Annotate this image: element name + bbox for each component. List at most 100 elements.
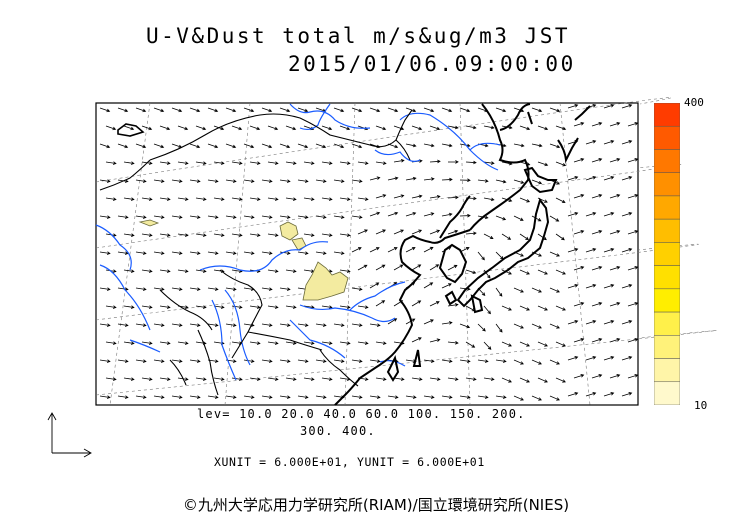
wind-vector bbox=[225, 179, 237, 183]
wind-vector bbox=[555, 197, 566, 204]
wind-vector bbox=[555, 305, 566, 311]
units-text: XUNIT = 6.000E+01, YUNIT = 6.000E+01 bbox=[214, 455, 485, 469]
wind-vector bbox=[387, 176, 399, 181]
wind-vector bbox=[573, 302, 585, 307]
wind-vector bbox=[303, 161, 315, 165]
wind-vector bbox=[159, 125, 171, 131]
colorbar-band bbox=[654, 265, 680, 290]
wind-vector bbox=[549, 107, 561, 113]
wind-vector bbox=[387, 395, 399, 399]
wind-vector bbox=[195, 161, 207, 165]
credit-text: ©九州大学応用力学研究所(RIAM)/国立環境研究所(NIES) bbox=[182, 496, 570, 514]
wind-vector bbox=[585, 248, 597, 253]
wind-vector bbox=[153, 107, 165, 113]
wind-vector bbox=[513, 359, 524, 365]
wind-vectors bbox=[99, 104, 639, 401]
wind-vector bbox=[243, 359, 255, 363]
colorbar-band bbox=[654, 381, 680, 405]
wind-vector bbox=[99, 107, 111, 113]
graticule bbox=[95, 97, 717, 406]
wind-vector bbox=[123, 197, 135, 201]
wind-vector bbox=[429, 195, 441, 199]
wind-vector bbox=[135, 215, 147, 219]
wind-vector bbox=[537, 233, 547, 241]
wind-vector bbox=[513, 215, 524, 221]
wind-vector bbox=[591, 302, 603, 307]
wind-vector bbox=[603, 356, 615, 361]
wind-vector bbox=[603, 104, 615, 109]
coastlines bbox=[117, 103, 591, 406]
wind-vector bbox=[249, 233, 261, 237]
wind-vector bbox=[621, 248, 633, 253]
wind-vector bbox=[513, 287, 524, 293]
wind-vector bbox=[591, 230, 603, 235]
wind-vector bbox=[279, 323, 291, 327]
wind-vector bbox=[519, 305, 530, 311]
wind-vector bbox=[153, 287, 165, 291]
wind-vector bbox=[609, 158, 621, 163]
wind-vector bbox=[339, 341, 351, 345]
wind-vector bbox=[501, 377, 512, 383]
wind-vector bbox=[135, 395, 147, 399]
wind-vector bbox=[495, 395, 507, 399]
wind-vector bbox=[303, 377, 315, 381]
wind-vector bbox=[549, 287, 560, 293]
wind-vector bbox=[177, 341, 189, 345]
wind-vector bbox=[375, 377, 387, 381]
wind-vector bbox=[621, 104, 633, 109]
wind-vector bbox=[321, 377, 333, 381]
wind-vector bbox=[321, 233, 333, 237]
wind-vector bbox=[351, 359, 363, 363]
wind-vector bbox=[375, 229, 386, 235]
wind-vector bbox=[537, 161, 549, 167]
wind-vector bbox=[261, 395, 273, 399]
wind-vector bbox=[429, 159, 441, 164]
wind-vector bbox=[573, 194, 585, 199]
wind-vector bbox=[117, 395, 129, 399]
wind-vector bbox=[627, 338, 639, 343]
wind-vector bbox=[225, 215, 237, 219]
wind-vector bbox=[339, 305, 351, 309]
wind-vector bbox=[411, 194, 423, 199]
wind-vector bbox=[195, 197, 207, 201]
wind-vector bbox=[519, 377, 530, 383]
wind-vector bbox=[99, 179, 111, 183]
colorbar-max-label: 400 bbox=[684, 96, 704, 109]
wind-vector bbox=[231, 233, 243, 237]
wind-vector bbox=[405, 107, 417, 113]
wind-vector bbox=[189, 395, 201, 399]
wind-vector bbox=[603, 284, 615, 289]
wind-vector bbox=[519, 125, 531, 131]
wind-vector bbox=[159, 377, 171, 381]
wind-vector bbox=[105, 377, 117, 381]
wind-vector bbox=[141, 269, 153, 273]
wind-vector bbox=[249, 377, 261, 381]
colorbar-band bbox=[654, 242, 680, 266]
levels-text-line2: 300. 400. bbox=[300, 424, 376, 438]
wind-vector bbox=[297, 323, 309, 327]
chart-title-line1: U-V&Dust total m/s&ug/m3 JST bbox=[146, 24, 571, 48]
wind-vector bbox=[231, 161, 243, 165]
wind-vector bbox=[171, 323, 183, 327]
wind-vector bbox=[393, 377, 405, 381]
wind-vector bbox=[567, 320, 579, 325]
wind-vector bbox=[573, 266, 585, 271]
wind-vector bbox=[351, 179, 363, 183]
wind-vector bbox=[501, 305, 512, 311]
wind-vector bbox=[171, 287, 183, 291]
wind-vector bbox=[351, 323, 363, 327]
wind-vector bbox=[483, 161, 495, 165]
wind-vector bbox=[213, 161, 225, 165]
wind-vector bbox=[117, 107, 129, 113]
colorbar bbox=[654, 103, 680, 405]
wind-vector bbox=[627, 266, 639, 271]
wind-vector bbox=[531, 359, 542, 365]
wind-vector bbox=[171, 215, 183, 219]
colorbar-band bbox=[654, 218, 680, 243]
dust-area-north bbox=[279, 221, 299, 241]
wind-vector bbox=[519, 269, 530, 275]
colorbar-band bbox=[654, 172, 680, 197]
colorbar-band bbox=[654, 195, 680, 220]
wind-vector bbox=[261, 323, 273, 327]
wind-vector bbox=[141, 125, 153, 131]
